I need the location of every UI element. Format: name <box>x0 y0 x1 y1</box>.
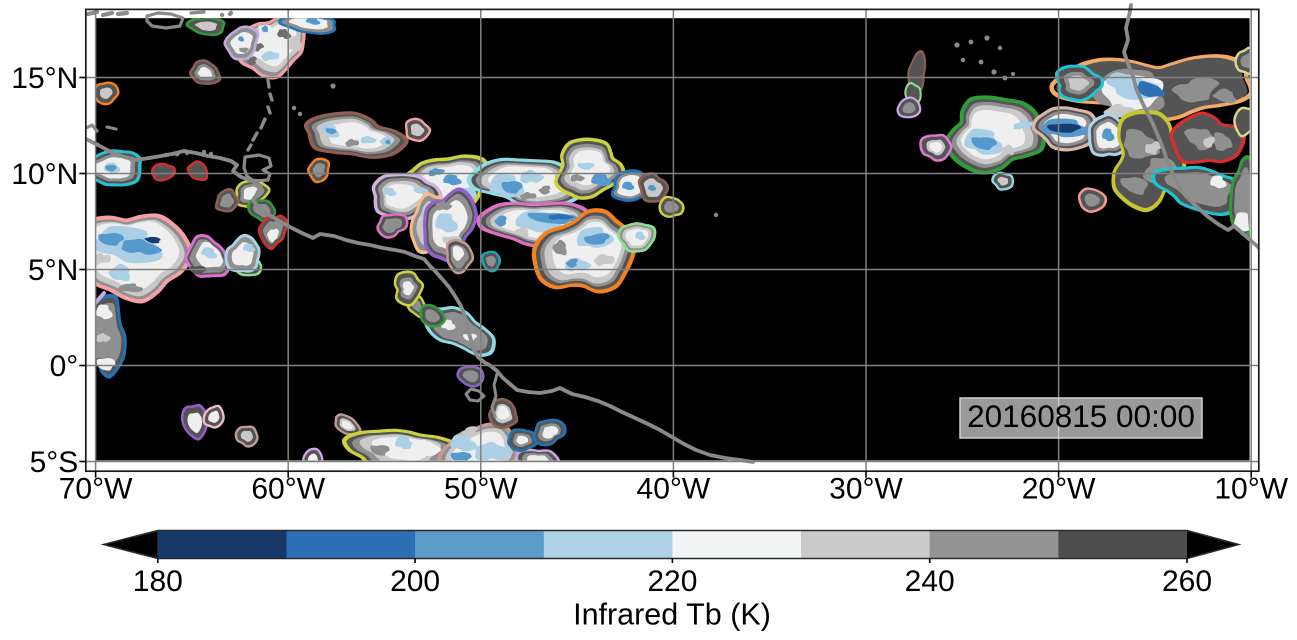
svg-text:20°W: 20°W <box>1022 473 1096 506</box>
svg-text:15°N: 15°N <box>11 62 78 95</box>
svg-text:260: 260 <box>1162 565 1212 598</box>
svg-text:70°W: 70°W <box>59 473 133 506</box>
svg-text:5°N: 5°N <box>28 254 78 287</box>
svg-text:60°W: 60°W <box>251 473 325 506</box>
svg-text:180: 180 <box>133 565 183 598</box>
svg-text:30°W: 30°W <box>829 473 903 506</box>
svg-text:Infrared Tb (K): Infrared Tb (K) <box>573 598 771 632</box>
svg-text:40°W: 40°W <box>637 473 711 506</box>
svg-text:240: 240 <box>905 565 955 598</box>
svg-text:10°W: 10°W <box>1214 473 1288 506</box>
svg-text:20160815 00:00: 20160815 00:00 <box>967 398 1195 434</box>
svg-text:220: 220 <box>647 565 697 598</box>
svg-text:50°W: 50°W <box>444 473 518 506</box>
svg-text:5°S: 5°S <box>30 446 79 479</box>
svg-text:200: 200 <box>390 565 440 598</box>
svg-text:10°N: 10°N <box>11 158 78 191</box>
svg-text:0°: 0° <box>50 350 79 383</box>
